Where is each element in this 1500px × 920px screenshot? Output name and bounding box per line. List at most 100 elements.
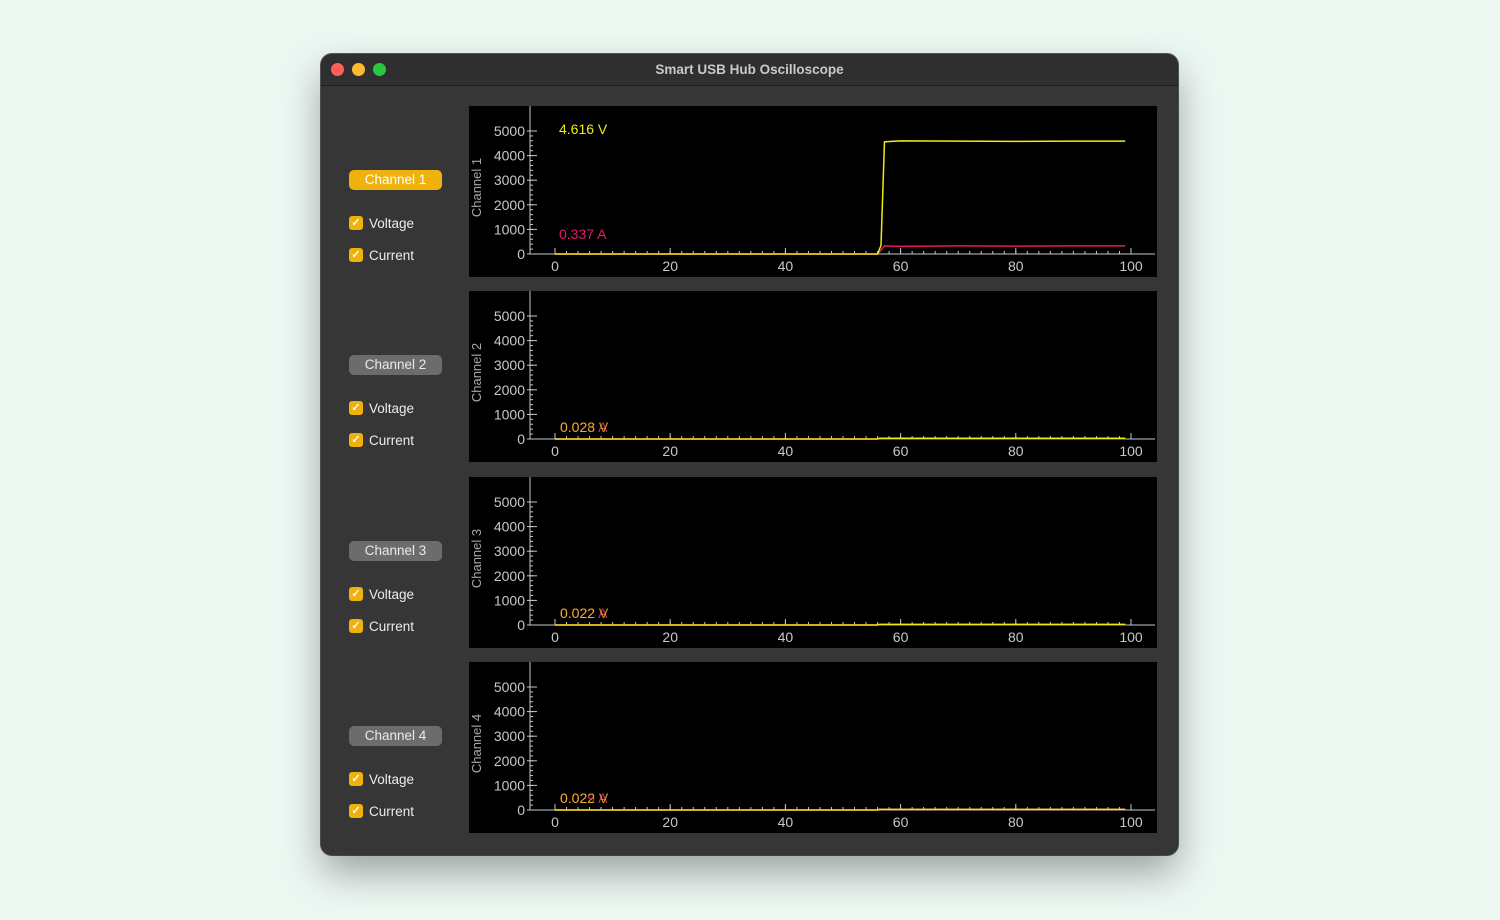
zoom-window-button[interactable] [373,63,386,76]
channel-1-current-toggle[interactable]: ✓ Current [349,247,414,263]
current-label: Current [369,432,415,448]
y-tick-label: 2000 [494,753,525,769]
channel-4-voltage-toggle[interactable]: ✓ Voltage [349,771,414,787]
checkbox-checked-icon[interactable]: ✓ [349,804,363,818]
current-trace [555,245,1126,255]
voltage-label: Voltage [369,400,415,416]
current-readout: 0.029 A [560,790,608,806]
channel-3-voltage-toggle[interactable]: ✓ Voltage [349,586,414,602]
voltage-readout: 4.616 V [559,121,608,137]
x-tick-label: 100 [1119,814,1143,830]
current-readout: 0.337 A [559,226,607,242]
y-tick-label: 2000 [494,197,525,213]
checkbox-checked-icon[interactable]: ✓ [349,433,363,447]
y-axis-label: Channel 4 [469,714,484,773]
voltage-trace [555,437,1126,440]
channel-3-button[interactable]: Channel 3 [349,541,442,561]
checkbox-checked-icon[interactable]: ✓ [349,248,363,262]
y-tick-label: 0 [517,802,525,818]
channel-2-button[interactable]: Channel 2 [349,355,442,375]
current-readout: 0.023 A [560,419,608,435]
y-tick-label: 4000 [494,704,525,720]
y-tick-label: 5000 [494,494,525,510]
voltage-label: Voltage [369,215,415,231]
x-tick-label: 60 [893,258,909,274]
y-tick-label: 0 [517,246,525,262]
x-tick-label: 100 [1119,443,1143,459]
channel-4-chart: 0 20 40 60 80 100010002000300040005000Channel… [469,662,1155,830]
checkbox-checked-icon[interactable]: ✓ [349,401,363,415]
channel-2-current-toggle[interactable]: ✓ Current [349,432,414,448]
x-tick-label: 100 [1119,258,1143,274]
voltage-trace [555,140,1126,255]
checkbox-checked-icon[interactable]: ✓ [349,619,363,633]
current-label: Current [369,247,415,263]
voltage-label: Voltage [369,586,415,602]
y-tick-label: 1000 [494,406,525,422]
voltage-readout: 0.028 V [560,419,609,435]
y-axis-label: Channel 2 [469,343,484,402]
channel-4-button[interactable]: Channel 4 [349,726,442,746]
channel-4-plot[interactable]: 0 20 40 60 80 100 0 1000 2000 3000 4000 5000 Channel… [469,662,1157,833]
channel-1-chart: 0 20 40 60 80 100010002000300040005000Channel… [469,106,1155,274]
y-tick-label: 4000 [494,148,525,164]
y-axis-label: Channel 1 [469,158,484,217]
y-tick-label: 1000 [494,221,525,237]
x-tick-label: 20 [662,258,678,274]
channel-2-plot[interactable]: 0 20 40 60 80 100 0 1000 2000 3000 4000 5000 Channel… [469,291,1157,462]
x-tick-label: 20 [662,629,678,645]
app-window: Smart USB Hub Oscilloscope Channel 1 ✓ V… [321,54,1178,855]
channel-3-current-toggle[interactable]: ✓ Current [349,618,414,634]
window-title: Smart USB Hub Oscilloscope [655,62,844,77]
channel-1-plot[interactable]: 0 20 40 60 80 100 0 1000 2000 3000 4000 5000 Channel… [469,106,1157,277]
channel-2-chart: 0 20 40 60 80 100010002000300040005000Channel… [469,291,1155,459]
y-tick-label: 5000 [494,123,525,139]
checkbox-checked-icon[interactable]: ✓ [349,216,363,230]
y-tick-label: 2000 [494,568,525,584]
channel-4-current-toggle[interactable]: ✓ Current [349,803,414,819]
x-tick-label: 40 [778,814,794,830]
channel-1-voltage-toggle[interactable]: ✓ Voltage [349,215,414,231]
x-tick-label: 60 [893,814,909,830]
y-tick-label: 4000 [494,519,525,535]
y-tick-label: 3000 [494,172,525,188]
channel-3-plot[interactable]: 0 20 40 60 80 100 0 1000 2000 3000 4000 5000 Channel… [469,477,1157,648]
y-tick-label: 4000 [494,333,525,349]
x-tick-label: 60 [893,629,909,645]
x-tick-label: 0 [551,443,559,459]
x-tick-label: 100 [1119,629,1143,645]
x-tick-label: 80 [1008,629,1024,645]
checkbox-checked-icon[interactable]: ✓ [349,772,363,786]
y-tick-label: 3000 [494,728,525,744]
x-tick-label: 80 [1008,258,1024,274]
x-tick-label: 0 [551,258,559,274]
current-readout: 0.022 A [560,605,608,621]
minimize-window-button[interactable] [352,63,365,76]
voltage-label: Voltage [369,771,415,787]
channel-2-voltage-toggle[interactable]: ✓ Voltage [349,400,414,416]
close-window-button[interactable] [331,63,344,76]
y-tick-label: 0 [517,431,525,447]
voltage-trace [555,623,1126,626]
x-tick-label: 40 [778,258,794,274]
x-tick-label: 40 [778,629,794,645]
x-tick-label: 60 [893,443,909,459]
y-tick-label: 5000 [494,679,525,695]
checkbox-checked-icon[interactable]: ✓ [349,587,363,601]
y-tick-label: 0 [517,617,525,633]
y-tick-label: 1000 [494,592,525,608]
voltage-readout: 0.022 V [560,790,609,806]
title-bar: Smart USB Hub Oscilloscope [321,54,1178,86]
y-tick-label: 5000 [494,308,525,324]
channel-1-button[interactable]: Channel 1 [349,170,442,190]
x-tick-label: 80 [1008,814,1024,830]
voltage-trace [555,808,1126,811]
y-tick-label: 2000 [494,382,525,398]
x-tick-label: 0 [551,814,559,830]
x-tick-label: 20 [662,443,678,459]
channel-3-chart: 0 20 40 60 80 100010002000300040005000Channel… [469,477,1155,645]
x-tick-label: 0 [551,629,559,645]
voltage-readout: 0.022 V [560,605,609,621]
x-tick-label: 40 [778,443,794,459]
current-label: Current [369,618,415,634]
